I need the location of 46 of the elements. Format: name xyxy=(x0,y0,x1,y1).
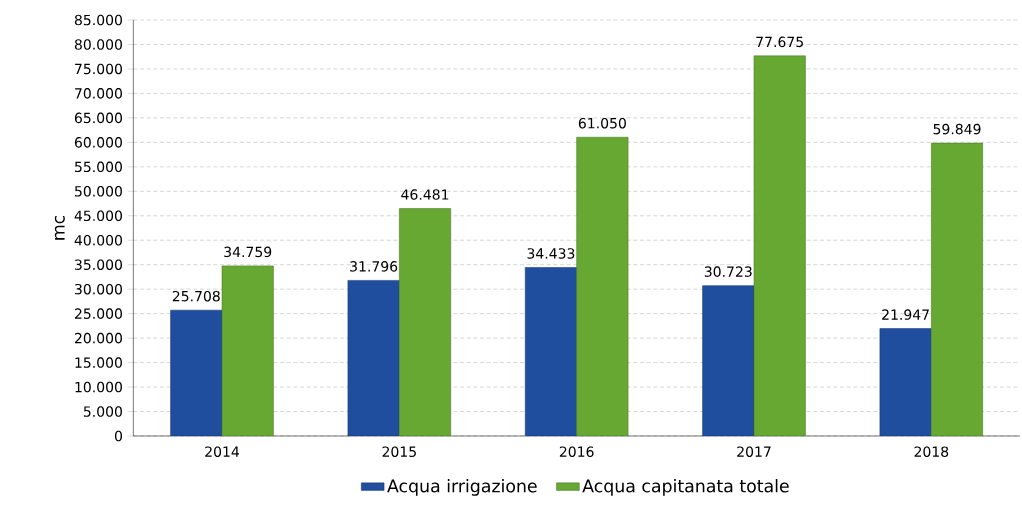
bar xyxy=(524,267,577,436)
x-tick-label: 2015 xyxy=(382,446,416,457)
y-tick-label: 45.000 xyxy=(74,210,122,222)
bar xyxy=(170,309,223,436)
x-tick-label: 2017 xyxy=(737,446,771,457)
bar xyxy=(753,55,806,436)
x-tick-label: 2014 xyxy=(205,446,240,457)
bar xyxy=(576,136,629,436)
data-label: 34.759 xyxy=(224,246,272,258)
y-tick-label: 15.000 xyxy=(75,357,122,368)
y-tick-label: 70.000 xyxy=(75,88,122,99)
y-axis-title: mc xyxy=(54,215,65,240)
x-tick-label: 2016 xyxy=(559,446,594,457)
y-tick-label: 25.000 xyxy=(74,308,122,319)
bar xyxy=(399,208,452,436)
data-label: 25.708 xyxy=(172,290,220,302)
y-tick-label: 75.000 xyxy=(75,63,122,75)
legend-label: Acqua irrigazione xyxy=(387,479,537,496)
y-tick-label: 60.000 xyxy=(74,137,122,148)
bar xyxy=(221,265,274,436)
y-tick-label: 40.000 xyxy=(74,234,122,246)
y-tick-label: 55.000 xyxy=(75,161,122,173)
bar xyxy=(702,285,755,436)
legend-label: Acqua capitanata totale xyxy=(582,479,789,496)
y-tick-label: 85.000 xyxy=(74,14,122,26)
y-tick-label: 10.000 xyxy=(75,381,122,393)
x-tick-label: 2018 xyxy=(914,446,949,457)
data-label: 30.723 xyxy=(704,266,752,277)
y-tick-label: 80.000 xyxy=(74,39,122,50)
data-label: 21.947 xyxy=(882,309,929,320)
data-label: 59.849 xyxy=(933,123,981,135)
y-tick-label: 5.000 xyxy=(83,406,122,417)
data-label: 31.796 xyxy=(350,261,398,272)
bar xyxy=(931,142,984,436)
y-tick-label: 30.000 xyxy=(75,283,122,295)
data-label: 34.433 xyxy=(527,248,575,259)
y-tick-label: 20.000 xyxy=(74,332,122,344)
y-tick-label: 50.000 xyxy=(75,186,122,197)
data-label: 61.050 xyxy=(578,117,626,129)
y-tick-label: 0 xyxy=(114,430,122,442)
bar xyxy=(879,328,932,436)
data-label: 77.675 xyxy=(756,36,803,48)
data-label: 46.481 xyxy=(401,189,449,200)
y-tick-label: 35.000 xyxy=(75,259,122,270)
y-tick-label: 65.000 xyxy=(74,112,122,124)
bar xyxy=(347,280,400,436)
